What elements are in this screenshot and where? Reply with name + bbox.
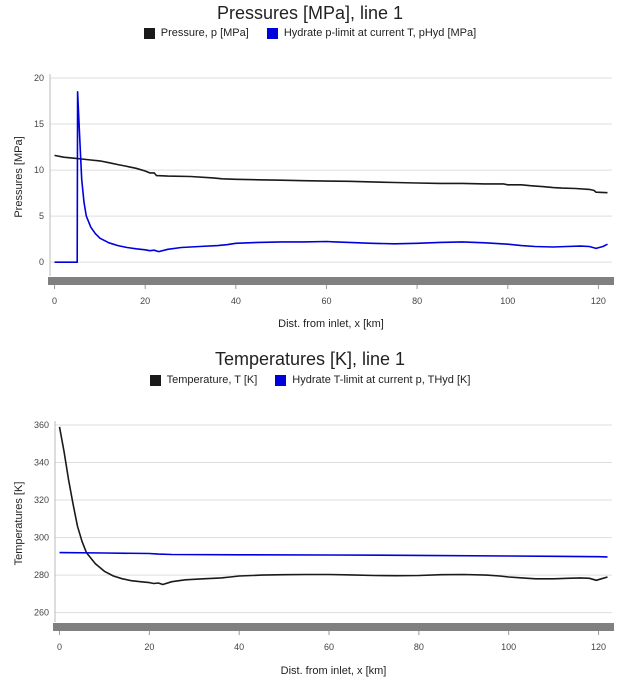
- x-tick-label: 100: [500, 296, 515, 306]
- y-tick-label: 340: [34, 458, 49, 468]
- x-tick-label: 20: [140, 296, 150, 306]
- legend-item-pressure[interactable]: Pressure, p [MPa]: [143, 27, 249, 39]
- y-axis-label: Temperatures [K]: [13, 482, 25, 566]
- temperature-chart-panel: Temperatures [K], line 1 Temperature, T …: [0, 345, 620, 687]
- legend-swatch-pressure: [143, 27, 155, 39]
- legend-label-hydrate-t: Hydrate T-limit at current p, THyd [K]: [292, 374, 471, 386]
- series-line-1: [54, 91, 608, 263]
- pressure-plot: 0 5 10 15 20 0 20 40 60 80 100 120 Dist. from inlet,…: [13, 73, 614, 330]
- x-tick-label: 40: [231, 296, 241, 306]
- legend-item-hydrate-t[interactable]: Hydrate T-limit at current p, THyd [K]: [275, 374, 470, 386]
- x-tick-label: 20: [144, 642, 154, 652]
- temperature-legend: Temperature, T [K] Hydrate T-limit at cu…: [0, 374, 620, 386]
- x-tick-label: 0: [52, 296, 57, 306]
- legend-swatch-hydrate-t: [275, 374, 287, 386]
- y-tick-label: 0: [39, 257, 44, 267]
- x-tick-label: 80: [414, 642, 424, 652]
- legend-swatch-hydrate-p: [266, 27, 278, 39]
- y-axis-label: Pressures [MPa]: [13, 136, 25, 217]
- x-tick-label: 80: [412, 296, 422, 306]
- legend-item-temperature[interactable]: Temperature, T [K]: [149, 374, 258, 386]
- legend-label-hydrate-p: Hydrate p-limit at current T, pHyd [MPa]: [283, 27, 477, 39]
- y-tick-label: 15: [34, 119, 44, 129]
- x-tick-label: 120: [591, 642, 606, 652]
- temperature-plot: 260 280 300 320 340 360 0 20 40 60 80 100 120 Dist. f…: [13, 420, 614, 677]
- legend-item-hydrate-p[interactable]: Hydrate p-limit at current T, pHyd [MPa]: [266, 27, 477, 39]
- series-line-0: [58, 426, 608, 586]
- x-tick-label: 100: [501, 642, 516, 652]
- y-tick-label: 320: [34, 495, 49, 505]
- horizontal-scrollbar[interactable]: [53, 623, 614, 631]
- x-tick-label: 60: [324, 642, 334, 652]
- temperature-chart-title: Temperatures [K], line 1: [214, 349, 406, 369]
- pressure-legend: Pressure, p [MPa] Hydrate p-limit at cur…: [0, 27, 620, 39]
- x-tick-label: 0: [57, 642, 62, 652]
- legend-swatch-temperature: [149, 374, 161, 386]
- y-tick-label: 360: [34, 420, 49, 430]
- y-tick-label: 280: [34, 570, 49, 580]
- y-tick-label: 300: [34, 533, 49, 543]
- x-tick-label: 40: [234, 642, 244, 652]
- pressure-chart-title: Pressures [MPa], line 1: [216, 3, 404, 23]
- y-tick-label: 20: [34, 73, 44, 83]
- series-line-0: [54, 154, 608, 194]
- y-tick-label: 10: [34, 165, 44, 175]
- x-tick-label: 60: [321, 296, 331, 306]
- legend-label-temperature: Temperature, T [K]: [166, 374, 258, 386]
- y-tick-label: 260: [34, 608, 49, 618]
- horizontal-scrollbar[interactable]: [48, 277, 614, 285]
- pressure-chart-panel: Pressures [MPa], line 1 Pressure, p [MPa…: [0, 0, 620, 340]
- x-tick-label: 120: [591, 296, 606, 306]
- legend-label-pressure: Pressure, p [MPa]: [160, 27, 249, 39]
- series-line-1: [59, 551, 608, 558]
- x-axis-label: Dist. from inlet, x [km]: [278, 318, 384, 330]
- x-axis-label: Dist. from inlet, x [km]: [281, 665, 387, 677]
- y-tick-label: 5: [39, 211, 44, 221]
